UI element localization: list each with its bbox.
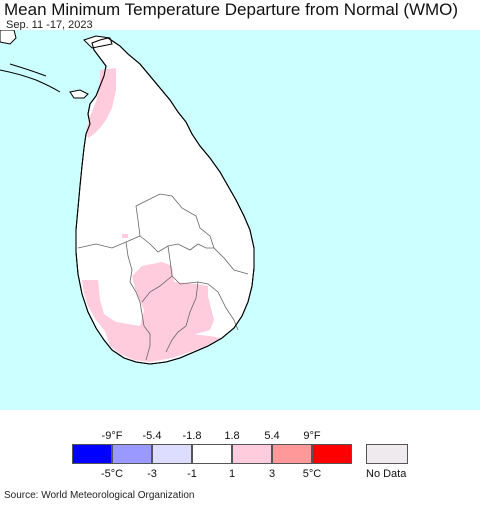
date-range: Sep. 11 -17, 2023 xyxy=(6,19,93,31)
legend-f-label: 1.8 xyxy=(224,430,240,442)
legend-f-label: 5.4 xyxy=(264,430,280,442)
legend-c-label: 5°C xyxy=(302,468,322,480)
northern-coast-line-2 xyxy=(9,63,47,77)
mannar-island xyxy=(69,89,89,99)
legend-swatch xyxy=(112,444,152,464)
legend-c-label: 1 xyxy=(228,468,236,480)
anomaly-northwest xyxy=(86,68,116,138)
legend-swatch xyxy=(192,444,232,464)
legend-c-label: -1 xyxy=(187,468,197,480)
legend-f-label: 9°F xyxy=(303,430,321,442)
legend-c-label: -3 xyxy=(147,468,157,480)
legend-f-label: -1.8 xyxy=(182,430,202,442)
legend-c-label: 3 xyxy=(268,468,276,480)
legend-swatch xyxy=(272,444,312,464)
source-credit: Source: World Meteorological Organizatio… xyxy=(4,490,195,501)
legend-swatch xyxy=(312,444,352,464)
legend-swatch xyxy=(232,444,272,464)
legend: -9°F -5.4 -1.8 1.8 5.4 9°F -5°C -3 -1 1 … xyxy=(0,428,480,488)
northern-coast-line xyxy=(0,69,61,93)
legend-f-label: -5.4 xyxy=(142,430,162,442)
legend-f-label: -9°F xyxy=(101,430,123,442)
legend-c-label: -5°C xyxy=(100,468,124,480)
india-tip xyxy=(0,30,17,45)
legend-swatch xyxy=(72,444,112,464)
no-data-label: No Data xyxy=(366,468,407,480)
anomaly-south-coast xyxy=(104,326,220,362)
legend-swatch xyxy=(152,444,192,464)
no-data-swatch xyxy=(366,444,408,464)
anomaly-speck xyxy=(122,234,128,238)
sri-lanka-map xyxy=(0,30,480,410)
map-title: Mean Minimum Temperature Departure from … xyxy=(4,0,459,19)
province-boundaries xyxy=(77,193,249,361)
